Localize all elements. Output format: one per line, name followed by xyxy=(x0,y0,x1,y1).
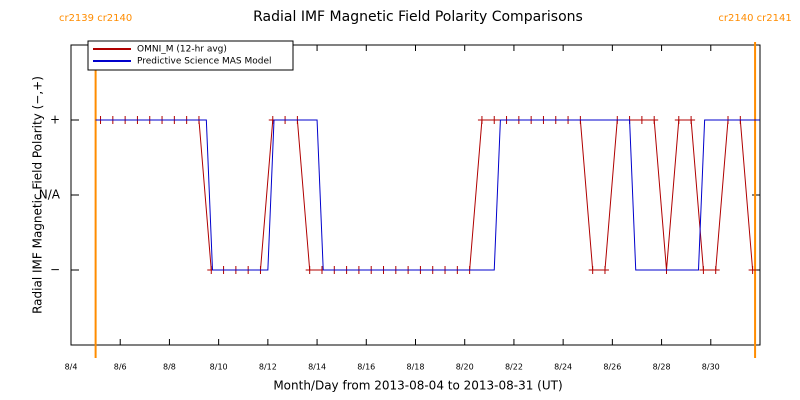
x-tick-label: 8/14 xyxy=(308,363,326,372)
point-marker xyxy=(637,116,646,124)
series-line xyxy=(95,119,760,271)
x-tick-label: 8/30 xyxy=(702,363,720,372)
x-tick-label: 8/24 xyxy=(554,363,572,372)
y-tick-label: + xyxy=(50,113,60,127)
point-marker xyxy=(699,266,708,274)
y-tick-label: − xyxy=(50,263,60,277)
x-tick-label: 8/4 xyxy=(65,363,78,372)
point-marker xyxy=(748,266,757,274)
x-tick-label: 8/10 xyxy=(210,363,228,372)
y-tick-label: N/A xyxy=(39,188,61,202)
x-tick-label: 8/26 xyxy=(603,363,621,372)
x-tick-label: 8/12 xyxy=(259,363,277,372)
point-marker xyxy=(477,116,486,124)
legend-label: OMNI_M (12-hr avg) xyxy=(137,45,227,55)
y-axis-label: Radial IMF Magnetic Field Polarity (−,+) xyxy=(31,76,45,314)
series-line xyxy=(100,119,754,271)
point-marker xyxy=(305,266,314,274)
chart-title: Radial IMF Magnetic Field Polarity Compa… xyxy=(253,9,583,25)
x-tick-label: 8/20 xyxy=(456,363,474,372)
rotation-label: cr2139 cr2140 xyxy=(59,13,132,24)
point-marker xyxy=(588,266,597,274)
legend-label: Predictive Science MAS Model xyxy=(137,57,272,67)
point-marker xyxy=(600,266,609,274)
point-marker xyxy=(674,116,683,124)
x-tick-label: 8/18 xyxy=(407,363,425,372)
x-axis-label: Month/Day from 2013-08-04 to 2013-08-31 … xyxy=(273,379,562,393)
x-tick-label: 8/6 xyxy=(114,363,127,372)
point-marker xyxy=(650,116,659,124)
point-marker xyxy=(490,116,499,124)
plot-frame xyxy=(70,44,761,346)
x-tick-label: 8/8 xyxy=(163,363,176,372)
rotation-label: cr2140 cr2141 xyxy=(718,13,791,24)
x-tick-label: 8/22 xyxy=(505,363,523,372)
x-tick-label: 8/16 xyxy=(357,363,375,372)
legend-box xyxy=(87,40,294,71)
point-marker xyxy=(711,266,720,274)
x-tick-label: 8/28 xyxy=(653,363,671,372)
point-marker xyxy=(687,116,696,124)
